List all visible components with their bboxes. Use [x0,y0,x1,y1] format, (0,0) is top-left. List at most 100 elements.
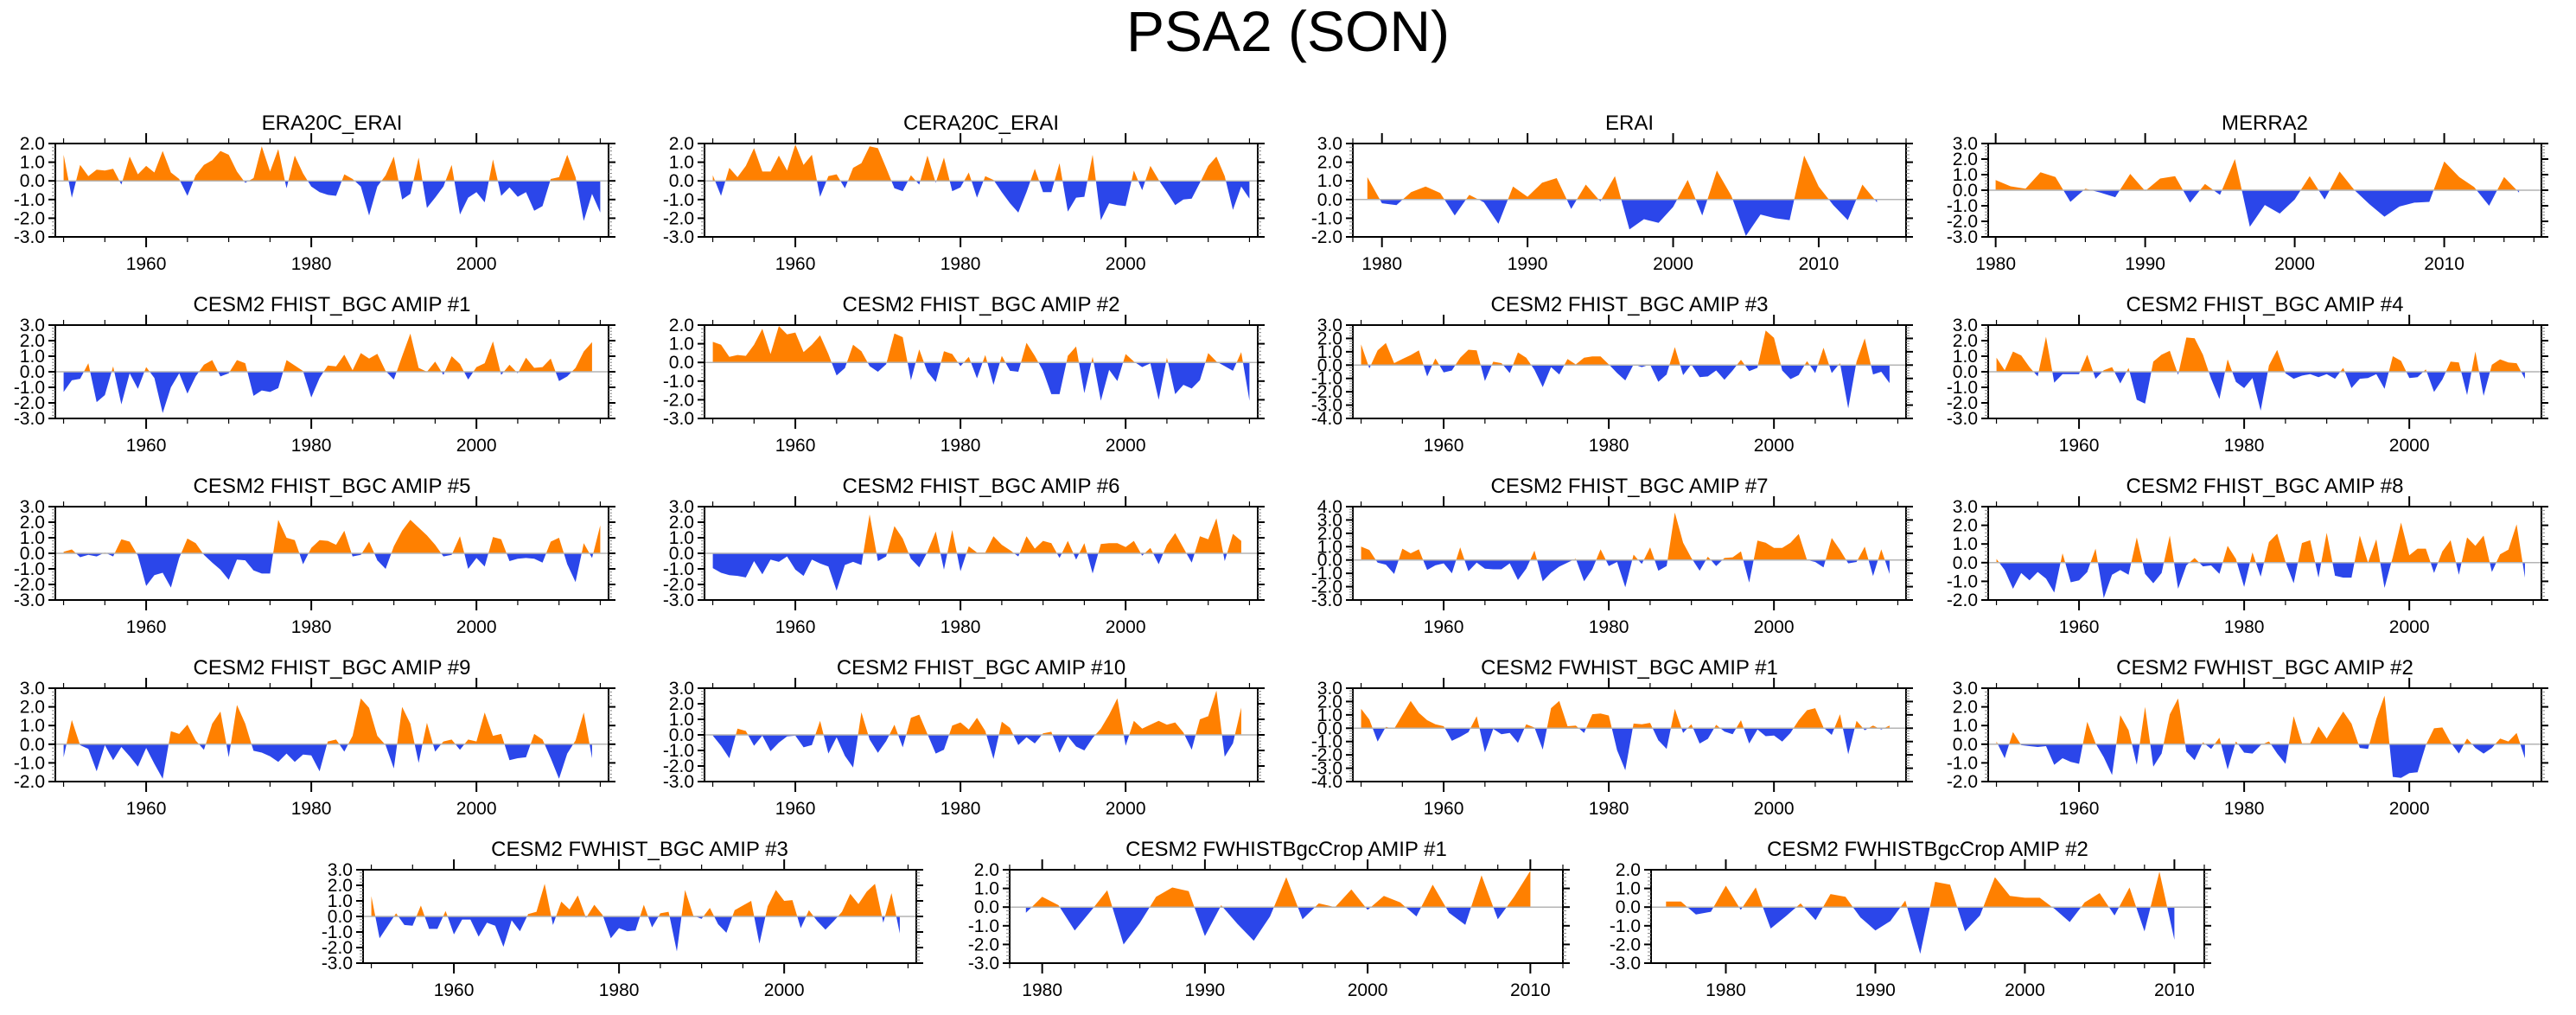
negative-anomaly-area [909,553,927,568]
positive-anomaly-area [526,884,552,916]
positive-anomaly-area [1753,533,1808,560]
negative-anomaly-area [2478,372,2490,396]
negative-anomaly-area [1611,728,1633,770]
positive-anomaly-area [1079,543,1087,553]
positive-anomaly-area [2490,359,2522,372]
negative-anomaly-area [441,553,453,557]
negative-anomaly-area [2255,562,2265,577]
y-tick-label: -4.0 [1311,409,1342,429]
panel-svg: ERAI 3.02.01.00.0-1.0-2.0 1980 1990 2000 2010 [1311,112,1913,274]
positive-anomaly-area [1983,877,2053,908]
y-tick-label: -3.0 [663,590,694,610]
positive-anomaly-area [2126,367,2130,372]
panel-title: CESM2 FHIST_BGC AMIP #3 [1491,293,1769,316]
panel-16: CESM2 FWHIST_BGC AMIP #2 3.0 2.0 1.0 0.0 -1.0… [1928,645,2576,833]
y-tick-label: 3.0 [1953,316,1978,335]
y-tick-label: 0.0 [669,725,694,745]
panel-svg: CESM2 FWHISTBgcCrop AMIP #1 2.01.00.0-1.0… [968,838,1570,1000]
negative-anomaly-area [1738,907,1743,910]
x-tick-label: 1960 [126,617,167,637]
positive-anomaly-area [193,150,245,182]
positive-anomaly-area [2340,367,2345,372]
negative-anomaly-area [303,372,324,398]
negative-anomaly-area [1168,362,1206,394]
negative-anomaly-area [1868,559,1878,577]
panel-15: CESM2 FWHIST_BGC AMIP #1 3.0 2.0 1.0 0.0 -1.0… [1292,645,1949,833]
panel-svg: CESM2 FHIST_BGC AMIP #8 3.02.01.00.0-1.0-… [1947,475,2548,637]
positive-anomaly-area [1234,707,1241,735]
negative-anomaly-area [2241,190,2301,227]
positive-anomaly-area [826,174,841,182]
negative-area-group [63,744,592,779]
positive-anomaly-area [1123,354,1136,363]
positive-anomaly-area [2235,741,2238,744]
positive-anomaly-area [2288,712,2359,744]
y-tick-label: 1.0 [20,716,45,736]
positive-anomaly-area [1714,725,1721,729]
positive-area-group [1361,700,1890,729]
y-tick-label: 0.0 [20,735,45,755]
y-tick-label: -1.0 [968,916,999,936]
y-tick-label: 4.0 [1317,497,1342,517]
negative-anomaly-area [1502,365,1514,373]
negative-anomaly-area [1112,907,1150,945]
positive-anomaly-area [1670,708,1682,729]
y-tick-label: -1.0 [1311,732,1342,752]
panel-19: CESM2 FWHISTBgcCrop AMIP #2 2.0 1.0 0.0 -1.0… [1591,827,2248,1015]
negative-anomaly-area [1095,181,1132,220]
y-tick-label: -1.0 [1947,571,1978,591]
plot-frame [54,687,609,782]
y-tick-label: -3.0 [663,772,694,792]
positive-anomaly-area [2151,350,2177,372]
negative-anomaly-area [1781,365,1805,380]
y-tick-label: 1.0 [1953,534,1978,554]
positive-anomaly-area [886,333,908,363]
positive-anomaly-area [464,712,505,744]
positive-area-group [1996,695,2521,744]
positive-anomaly-area [1195,518,1224,553]
panel-10: CESM2 FHIST_BGC AMIP #6 3.0 2.0 1.0 0.0 -1.0-… [644,463,1301,652]
x-tick-label: 1960 [775,254,816,274]
x-tick-label: 1980 [1589,799,1629,819]
x-tick-label: 2000 [1106,254,1146,274]
positive-anomaly-area [2102,367,2114,372]
negative-anomaly-area [1375,559,1399,574]
positive-anomaly-area [1666,901,1687,908]
y-tick-label: -2.0 [14,772,45,792]
negative-anomaly-area [463,372,474,380]
positive-anomaly-area [1367,176,1380,200]
negative-anomaly-area [1531,365,1565,387]
negative-anomaly-area [2205,744,2215,750]
positive-anomaly-area [2150,871,2168,908]
y-tick-label: 1.0 [1953,347,1978,367]
panel-title: CESM2 FWHISTBgcCrop AMIP #1 [1125,838,1447,861]
negative-anomaly-area [589,553,594,559]
negative-anomaly-area [647,916,659,928]
positive-anomaly-area [846,344,868,363]
positive-anomaly-area [1854,720,1864,729]
positive-anomaly-area [2445,361,2462,372]
positive-anomaly-area [1205,353,1219,363]
positive-anomaly-area [114,539,137,553]
negative-anomaly-area [898,735,907,748]
y-tick-label: -2.0 [663,208,694,228]
negative-anomaly-area [1687,907,1714,915]
y-tick-label: -3.0 [1947,409,1978,429]
positive-anomaly-area [2090,548,2098,563]
negative-anomaly-area [958,362,964,367]
positive-anomaly-area [1632,554,1639,560]
negative-anomaly-area [1372,728,1386,742]
positive-anomaly-area [2461,535,2490,563]
negative-anomaly-area [119,181,123,185]
negative-anomaly-area [877,553,888,561]
positive-anomaly-area [1470,716,1480,729]
negative-anomaly-area [1763,907,1796,929]
negative-anomaly-area [374,553,392,569]
negative-anomaly-area [949,181,965,192]
positive-anomaly-area [736,728,749,735]
negative-anomaly-area [2522,562,2525,578]
positive-anomaly-area [206,712,226,744]
y-tick-label: 0.0 [20,362,45,382]
negative-anomaly-area [2167,907,2175,940]
panel-svg: CESM2 FHIST_BGC AMIP #10 3.02.01.00.0-1.0… [663,656,1265,819]
